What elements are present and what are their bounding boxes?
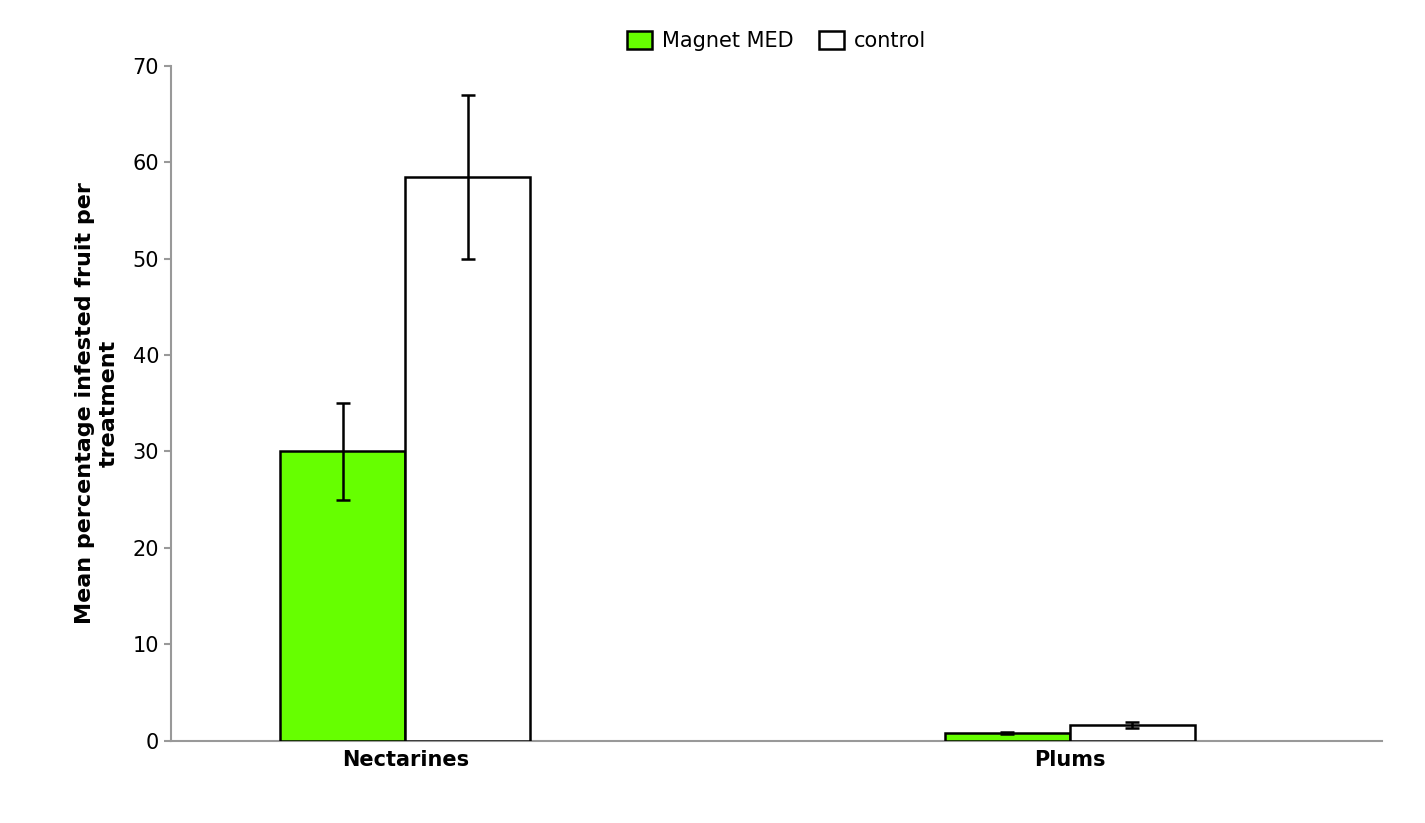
Bar — [945, 733, 1070, 741]
Bar — [1070, 725, 1194, 741]
Bar — [406, 177, 530, 741]
Y-axis label: Mean percentage infested fruit per
treatment: Mean percentage infested fruit per treat… — [76, 183, 118, 624]
Legend: Magnet MED, control: Magnet MED, control — [618, 22, 935, 59]
Bar — [281, 452, 406, 741]
